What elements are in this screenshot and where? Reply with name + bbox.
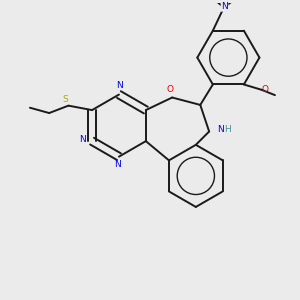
Text: S: S <box>62 95 68 104</box>
Text: N: N <box>79 135 86 144</box>
Text: N: N <box>221 2 228 11</box>
Text: O: O <box>262 85 269 94</box>
Text: N: N <box>116 81 123 90</box>
Text: N: N <box>114 160 121 169</box>
Text: N: N <box>217 125 224 134</box>
Text: H: H <box>224 125 231 134</box>
Text: O: O <box>166 85 173 94</box>
